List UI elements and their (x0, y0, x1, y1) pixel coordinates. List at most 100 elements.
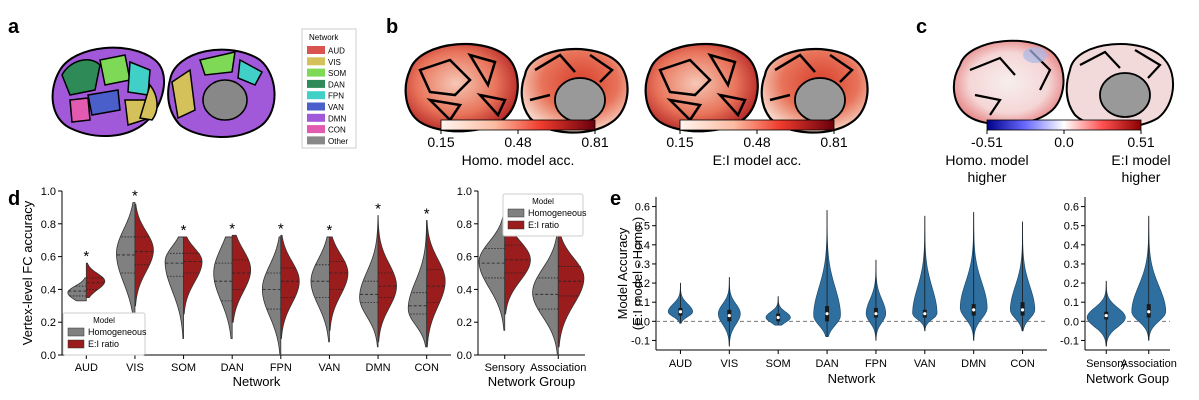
violin-median-dot (1020, 308, 1025, 312)
colorbar-homo-title: Homo. model acc. (462, 152, 575, 168)
legend-swatch-other (307, 136, 325, 145)
x-axis-label: Network Group (488, 374, 575, 389)
x-tick-label-dan: DAN (815, 358, 838, 370)
x-tick-label-sensory: Sensory (1086, 358, 1127, 370)
legend-label-vis: VIS (328, 58, 341, 67)
brain-c-medial (1065, 43, 1175, 129)
x-tick-label-association: Association (1121, 358, 1177, 370)
violin-median-dot (923, 312, 927, 316)
colorbar-diff-right-title-1: E:I model (1111, 152, 1170, 168)
y-tick-label: 0.2 (41, 317, 56, 329)
y-tick-label: 1.0 (41, 186, 56, 198)
x-axis-label: Network (828, 371, 876, 386)
significance-star-aud: * (83, 248, 89, 265)
colorbar-diff-right-title-2: higher (1122, 169, 1161, 185)
violin-eiratio-con (426, 220, 446, 348)
legend-swatch-vis (307, 57, 325, 66)
panel-label-e: e (610, 188, 621, 210)
y-tick-label: 0.0 (635, 316, 650, 328)
legend-swatch-homogeneous (507, 208, 525, 218)
y-tick-label: 0.4 (457, 284, 472, 296)
brain-c-lateral (952, 39, 1065, 126)
legend-label-con: CON (328, 126, 346, 135)
violin-homogeneous-som (164, 236, 184, 339)
legend-entries: AUD VIS SOM DAN FPN VAN DMN CON Other (307, 46, 348, 146)
colorbar-diff-left-title-1: Homo. model (945, 152, 1028, 168)
violin-homogeneous-van (310, 236, 330, 343)
panel-label-d: d (8, 188, 20, 210)
x-axis-label: Network Goup (1086, 371, 1169, 386)
colorbar-homo-tick-mid: 0.48 (504, 134, 531, 150)
y-axis-label: Vertex-level FC accuracy (20, 200, 35, 345)
legend-swatch-dan (307, 79, 325, 88)
x-tick-label-sensory: Sensory (485, 362, 526, 374)
violin-eiratio-dmn (377, 215, 397, 343)
y-tick-label: 0.6 (41, 252, 56, 264)
y-tick-label: 0.1 (635, 297, 650, 309)
y-tick-label: 0.3 (635, 259, 650, 271)
legend-label-som: SOM (328, 69, 347, 78)
brain-b-homo-medial (520, 47, 629, 134)
violin-eiratio-van (329, 236, 349, 331)
brain-b-ei-lateral (644, 42, 759, 133)
legend-title: Model (93, 316, 115, 325)
y-tick-label: 0.0 (41, 350, 56, 362)
chart-d-network: 0.0 0.2 0.4 0.6 0.8 1.0 AUD * VIS * SOM * DAN * FPN * VA… (20, 186, 451, 389)
violin-homogeneous-sensory (478, 202, 506, 331)
y-tick-label: 0.5 (1064, 221, 1079, 233)
legend-swatch-con (307, 125, 325, 134)
y-axis-label-line: Model Accuracy (615, 227, 630, 319)
legend-swatch-fpn (307, 91, 325, 100)
violin-eiratio-som (183, 236, 203, 315)
x-tick-label-aud: AUD (75, 362, 98, 374)
violin-eiratio-dan (231, 234, 252, 323)
legend-label-van: VAN (328, 103, 344, 112)
y-tick-label: 1.0 (457, 186, 472, 198)
violin-homogeneous-fpn (261, 236, 282, 356)
legend-title: Model (532, 197, 554, 206)
y-tick-label: 0.2 (635, 278, 650, 290)
legend-label-eiratio: E:I ratio (528, 220, 559, 230)
brain-a-lateral (51, 46, 166, 137)
legend-label-dmn: DMN (328, 114, 346, 123)
violin-homogeneous-aud (67, 277, 87, 302)
colorbar-homo-tick-min: 0.15 (427, 134, 454, 150)
y-tick-label: 0.4 (1064, 240, 1079, 252)
y-axis-label-line: (E:I model - Homo.) (630, 217, 645, 330)
x-tick-label-vis: VIS (720, 358, 738, 370)
colorbar-diff-tick-mid: 0.0 (1054, 134, 1074, 150)
y-tick-label: 0.0 (457, 350, 472, 362)
violin-median-dot (825, 312, 829, 316)
panel-label-a: a (8, 16, 20, 38)
colorbar-diff: -0.51 0.0 0.51 Homo. model higher E:I mo… (945, 119, 1171, 185)
violin-homogeneous-association (532, 215, 559, 356)
x-tick-label-dan: DAN (221, 362, 244, 374)
y-tick-label: 0.5 (635, 221, 650, 233)
y-tick-label: 0.6 (635, 202, 650, 214)
significance-star-som: * (181, 222, 187, 239)
y-tick-label: 0.8 (41, 219, 56, 231)
violin-median-dot (727, 313, 731, 318)
legend-label-aud: AUD (328, 47, 345, 56)
network-legend: Network AUD VIS SOM DAN FPN VAN DMN CON Other (301, 28, 357, 149)
legend-title: Network (309, 33, 339, 42)
legend-label-dan: DAN (328, 80, 345, 89)
colorbar-ei: 0.15 0.48 0.81 E:I model acc. (666, 119, 848, 168)
violin-eiratio-vis (134, 203, 154, 307)
brain-a-medial (167, 48, 276, 138)
violin-median-dot (1104, 313, 1108, 318)
x-tick-label-vis: VIS (126, 362, 144, 374)
y-tick-label: -0.1 (631, 335, 650, 347)
colorbar-diff-tick-min: -0.51 (971, 134, 1003, 150)
x-tick-label-con: CON (1010, 358, 1035, 370)
colorbar-homo: 0.15 0.48 0.81 Homo. model acc. (427, 119, 609, 168)
y-tick-label: 0.2 (1064, 278, 1079, 290)
x-axis-label: Network (233, 374, 281, 389)
violin-median-dot (776, 315, 780, 320)
significance-star-dan: * (229, 220, 235, 237)
legend-label-homogeneous: Homogeneous (528, 208, 587, 218)
colorbar-ei-tick-min: 0.15 (666, 134, 693, 150)
violin-homogeneous-vis (116, 202, 136, 331)
panel-label-c: c (916, 16, 927, 38)
